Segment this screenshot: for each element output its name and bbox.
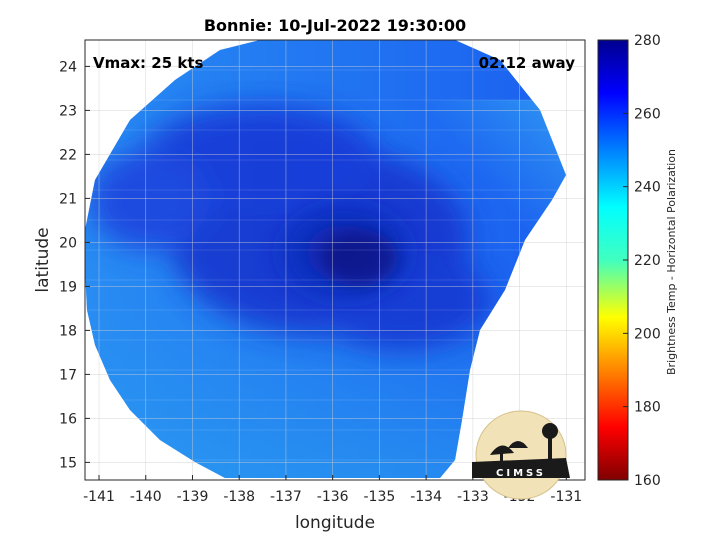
time-away-annotation: 02:12 away <box>479 54 576 72</box>
x-tick-label: -134 <box>410 489 442 505</box>
x-axis-ticks: -141-140-139-138-137-136-135-134-133-132… <box>83 475 582 505</box>
x-tick-label: -135 <box>364 489 396 505</box>
x-tick-label: -140 <box>130 489 162 505</box>
y-tick-label: 24 <box>59 59 77 75</box>
y-tick-label: 19 <box>59 279 77 295</box>
x-tick-label: -133 <box>457 489 489 505</box>
y-tick-label: 16 <box>59 411 77 427</box>
grid-lines <box>85 40 585 480</box>
y-tick-label: 18 <box>59 323 77 339</box>
y-tick-label: 17 <box>59 367 77 383</box>
y-tick-label: 20 <box>59 235 77 251</box>
x-tick-label: -141 <box>83 489 115 505</box>
colorbar-ticks: 160 180 200 220 240 260 280 <box>623 33 661 489</box>
y-tick-label: 15 <box>59 455 77 471</box>
colorbar-tick-label: 260 <box>634 106 661 122</box>
x-axis-label: longitude <box>295 513 375 533</box>
y-tick-label: 21 <box>59 191 77 207</box>
colorbar-tick-label: 240 <box>634 180 661 196</box>
vmax-annotation: Vmax: 25 kts <box>93 54 203 72</box>
y-axis-ticks: 15 16 17 18 19 20 21 22 23 24 <box>59 59 90 471</box>
cimss-logo: CIMSS <box>472 410 570 500</box>
y-tick-label: 23 <box>59 103 77 119</box>
colorbar-tick-label: 180 <box>634 400 661 416</box>
chart-title: Bonnie: 10-Jul-2022 19:30:00 <box>204 16 466 35</box>
y-axis-label: latitude <box>33 227 53 292</box>
x-tick-label: -136 <box>317 489 349 505</box>
x-tick-label: -139 <box>177 489 209 505</box>
colorbar-tick-label: 160 <box>634 473 661 489</box>
y-tick-label: 22 <box>59 147 77 163</box>
cimss-logo-text: CIMSS <box>496 468 546 479</box>
colorbar-tick-label: 280 <box>634 33 661 49</box>
colorbar-tick-label: 220 <box>634 253 661 269</box>
colorbar-tick-label: 200 <box>634 326 661 342</box>
x-tick-label: -137 <box>270 489 302 505</box>
axes-box <box>84 39 586 481</box>
colorbar-label: Brightness Temp - Horizontal Polarizatio… <box>665 149 678 375</box>
x-tick-label: -138 <box>223 489 255 505</box>
x-tick-label: -131 <box>550 489 582 505</box>
